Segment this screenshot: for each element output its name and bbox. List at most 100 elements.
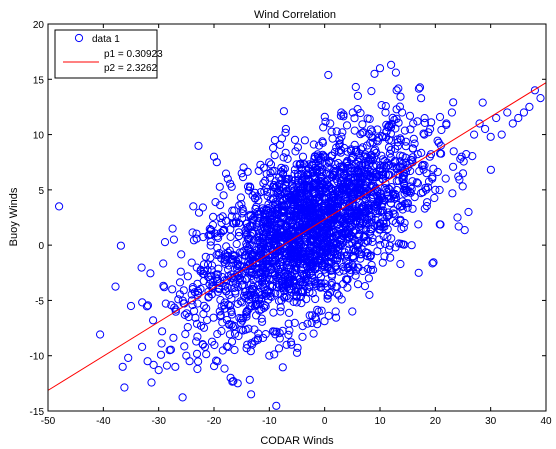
scatter-point: [284, 330, 293, 339]
scatter-point: [213, 329, 222, 339]
scatter-point: [111, 282, 120, 291]
y-tick-label: -15: [30, 407, 45, 418]
scatter-point: [263, 187, 272, 196]
scatter-point: [275, 203, 284, 212]
scatter-point: [169, 333, 178, 342]
scatter-point: [160, 283, 169, 292]
scatter-point: [365, 218, 374, 227]
scatter-point: [348, 307, 357, 316]
scatter-point: [285, 231, 294, 240]
scatter-point: [361, 194, 370, 203]
scatter-point: [348, 252, 357, 261]
scatter-point: [280, 164, 289, 173]
scatter-point: [375, 235, 384, 244]
scatter-point: [203, 316, 212, 325]
scatter-point: [266, 288, 275, 297]
legend-label-data1: data 1: [92, 34, 120, 45]
scatter-point: [422, 202, 431, 211]
scatter-point: [198, 203, 207, 212]
scatter-point: [290, 135, 300, 144]
scatter-point: [192, 319, 202, 328]
scatter-point: [360, 282, 370, 291]
scatter-point: [171, 307, 180, 316]
scatter-point: [314, 187, 323, 197]
scatter-point: [327, 272, 336, 281]
scatter-point: [305, 160, 314, 169]
scatter-point: [187, 296, 196, 305]
scatter-point: [303, 319, 312, 328]
scatter-point: [356, 183, 365, 192]
scatter-point: [287, 207, 296, 216]
scatter-point: [394, 84, 403, 93]
scatter-point: [254, 288, 264, 297]
scatter-point: [373, 201, 382, 210]
scatter-point: [253, 300, 262, 309]
scatter-point: [435, 112, 445, 122]
scatter-point: [396, 92, 405, 101]
scatter-point: [298, 165, 307, 174]
scatter-point: [233, 379, 242, 388]
x-tick-label: -40: [96, 416, 111, 427]
scatter-point: [292, 258, 301, 267]
scatter-point: [215, 285, 224, 294]
scatter-point: [435, 185, 444, 195]
scatter-point: [147, 378, 156, 387]
scatter-point: [220, 276, 229, 285]
scatter-point: [272, 261, 281, 270]
scatter-point: [226, 179, 235, 188]
scatter-point: [408, 204, 417, 213]
scatter-point: [212, 158, 221, 167]
scatter-point: [296, 237, 305, 247]
scatter-point: [333, 188, 342, 197]
scatter-point: [326, 119, 335, 128]
scatter-point: [375, 195, 384, 204]
scatter-point: [376, 189, 385, 199]
scatter-point: [198, 269, 207, 278]
scatter-point: [287, 340, 296, 349]
scatter-point: [503, 108, 512, 117]
y-tick-label: 10: [33, 131, 45, 142]
scatter-point: [276, 307, 285, 316]
scatter-point: [293, 143, 302, 152]
x-tick-label: -30: [151, 416, 166, 427]
scatter-point: [209, 212, 218, 221]
scatter-point: [206, 226, 215, 235]
scatter-point: [289, 207, 298, 216]
scatter-point: [278, 233, 287, 242]
scatter-point: [265, 173, 275, 182]
scatter-point: [373, 247, 382, 256]
scatter-point: [359, 152, 368, 161]
scatter-point: [308, 212, 317, 221]
scatter-point: [350, 167, 359, 176]
scatter-point: [305, 192, 314, 201]
scatter-point: [120, 383, 129, 392]
scatter-point: [192, 234, 201, 243]
scatter-point: [401, 137, 410, 146]
scatter-point: [414, 268, 423, 277]
scatter-point: [387, 234, 396, 243]
scatter-point: [289, 277, 298, 286]
scatter-point: [299, 288, 308, 297]
scatter-point: [192, 337, 201, 346]
scatter-point: [320, 263, 329, 272]
scatter-point: [304, 174, 313, 183]
scatter-point: [302, 295, 311, 304]
scatter-point: [179, 286, 188, 295]
scatter-point: [224, 265, 233, 274]
scatter-point: [248, 191, 257, 200]
scatter-point: [278, 170, 288, 179]
scatter-point: [381, 170, 390, 179]
scatter-point: [342, 251, 351, 260]
scatter-point: [215, 307, 224, 316]
scatter-point: [170, 303, 179, 312]
scatter-point: [270, 257, 279, 266]
scatter-point: [363, 199, 373, 208]
scatter-point: [361, 184, 370, 193]
scatter-point: [202, 304, 211, 313]
scatter-point: [177, 250, 186, 259]
scatter-point: [303, 251, 312, 260]
scatter-point: [174, 295, 183, 304]
scatter-point: [253, 334, 262, 343]
scatter-point: [309, 140, 318, 149]
scatter-point: [189, 202, 198, 211]
